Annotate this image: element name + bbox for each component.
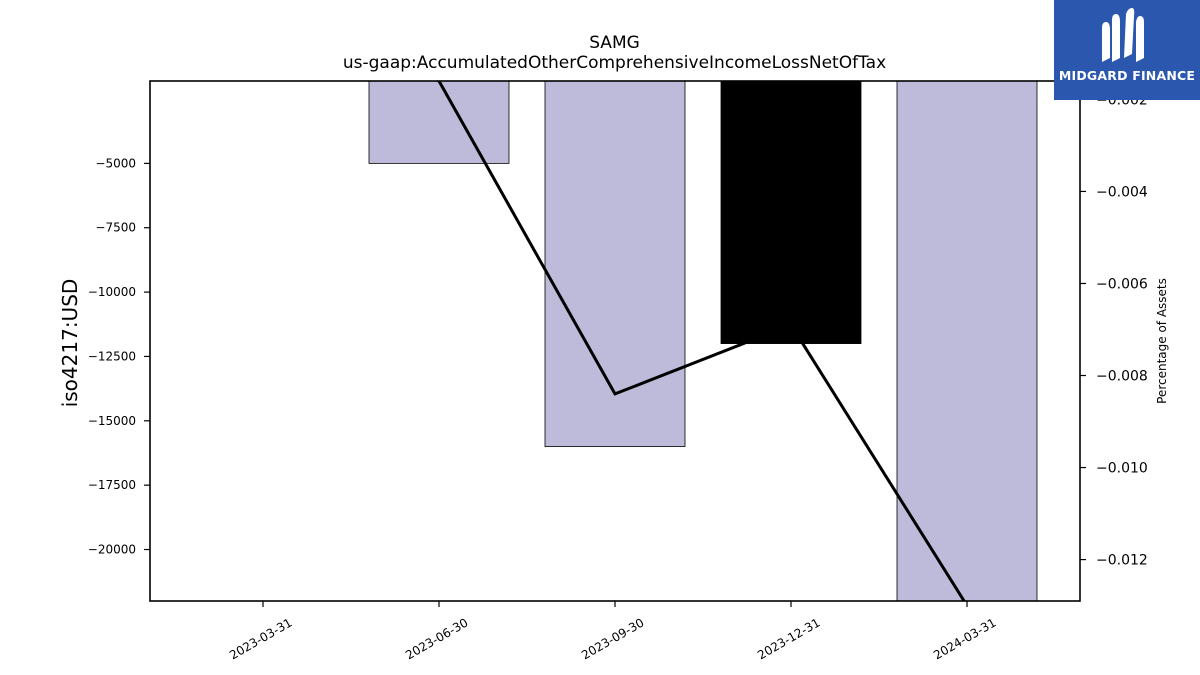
chart-subtitle: us-gaap:AccumulatedOtherComprehensiveInc…: [342, 53, 887, 73]
bar-2023-06-30: [368, 80, 510, 164]
y-tick-label: −20000: [88, 543, 136, 557]
y2-tick-label: −0.010: [1096, 461, 1148, 477]
bars-layer: [368, 80, 1038, 602]
y2-tick-label: −0.004: [1096, 184, 1148, 200]
y2-tick-label: −0.008: [1096, 369, 1148, 385]
y-tick-label: −15000: [88, 414, 136, 428]
x-tick-label: 2023-03-31: [227, 615, 294, 662]
y2-axis-label: Percentage of Assets: [1155, 278, 1169, 404]
y-tick-label: −5000: [95, 156, 136, 170]
x-tick-label: 2024-03-31: [931, 615, 998, 662]
bar-2024-03-31: [896, 80, 1038, 602]
chart-title: SAMG: [589, 33, 640, 53]
y-tick-label: −10000: [88, 285, 136, 299]
line-layer: [434, 81, 966, 601]
y2-tick-label: −0.006: [1096, 276, 1148, 292]
percentage-of-assets-line: [434, 81, 966, 601]
logo-text: MIDGARD FINANCE: [1058, 68, 1196, 83]
right-axis: −0.002−0.004−0.006−0.008−0.010−0.012: [1080, 92, 1148, 569]
bar-2023-09-30: [544, 80, 686, 447]
x-axis: 2023-03-31 2023-06-30 2023-09-30 2023-12-31…: [227, 601, 999, 662]
midgard-logo-icon: [1102, 8, 1144, 62]
brand-logo: MIDGARD FINANCE: [1054, 0, 1200, 100]
left-axis: −5000 −7500 −10000 −12500 −15000 −17500 −20000: [88, 156, 150, 557]
x-tick-label: 2023-06-30: [403, 615, 470, 662]
y-tick-label: −7500: [95, 221, 136, 235]
x-tick-label: 2023-09-30: [579, 615, 646, 662]
y2-tick-label: −0.012: [1096, 553, 1148, 569]
y-tick-label: −12500: [88, 349, 136, 363]
y-tick-label: −17500: [88, 478, 136, 492]
x-tick-label: 2023-12-31: [755, 615, 822, 662]
bar-2023-12-31: [720, 80, 862, 344]
y-axis-label: iso4217:USD: [58, 279, 82, 408]
